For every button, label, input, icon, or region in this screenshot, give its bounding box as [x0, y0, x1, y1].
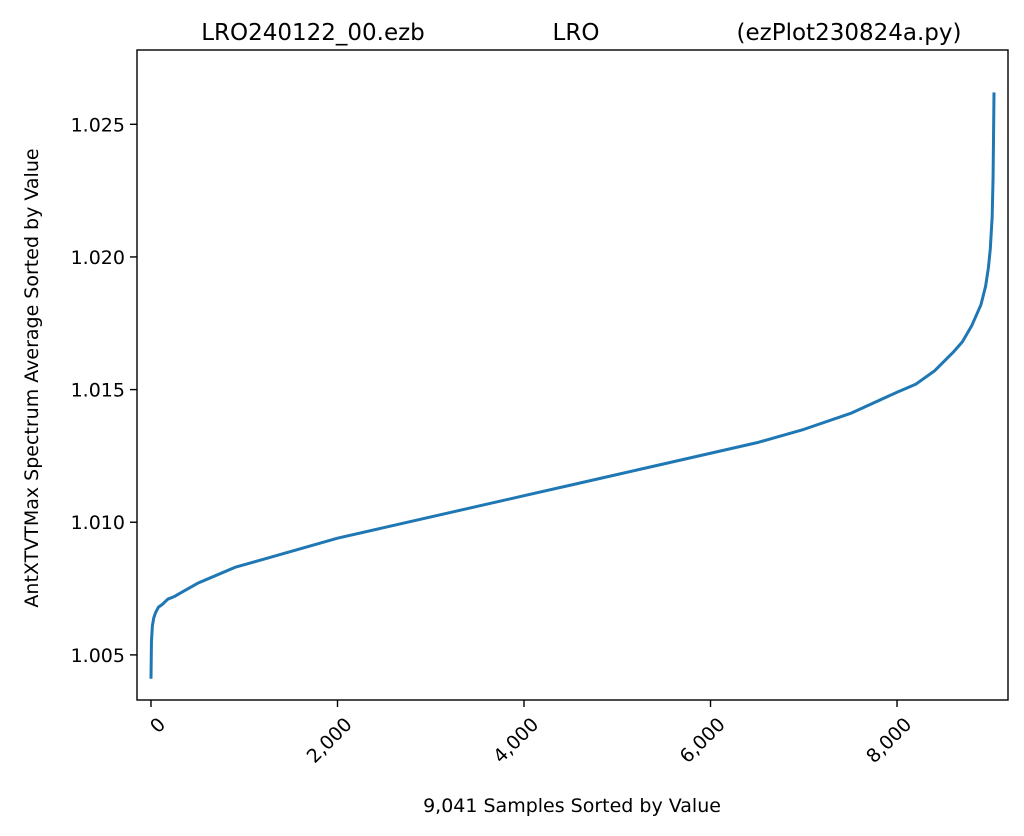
x-tick-label: 8,000 [862, 714, 916, 768]
title-script: (ezPlot230824a.py) [737, 20, 962, 46]
x-axis-title: 9,041 Samples Sorted by Value [423, 795, 721, 817]
x-tick-label: 2,000 [303, 714, 357, 768]
series-line [149, 92, 996, 679]
y-tick-label: 1.025 [71, 114, 125, 136]
y-tick-label: 1.005 [71, 645, 125, 667]
y-tick-label: 1.010 [71, 512, 125, 534]
y-tick-label: 1.020 [71, 247, 125, 269]
y-axis-title: AntXTVTMax Spectrum Average Sorted by Va… [21, 148, 43, 607]
x-tick-label: 6,000 [676, 714, 730, 768]
x-tick-label: 4,000 [489, 714, 543, 768]
x-axis: 0 2,000 4,000 6,000 8,000 [146, 700, 916, 768]
x-tick-label: 0 [146, 714, 170, 738]
y-tick-label: 1.015 [71, 380, 125, 402]
title-filename: LRO240122_00.ezb [201, 20, 425, 46]
y-axis: 1.005 1.010 1.015 1.020 1.025 [71, 114, 137, 667]
plot-frame [136, 49, 1009, 701]
title-station: LRO [553, 20, 600, 46]
